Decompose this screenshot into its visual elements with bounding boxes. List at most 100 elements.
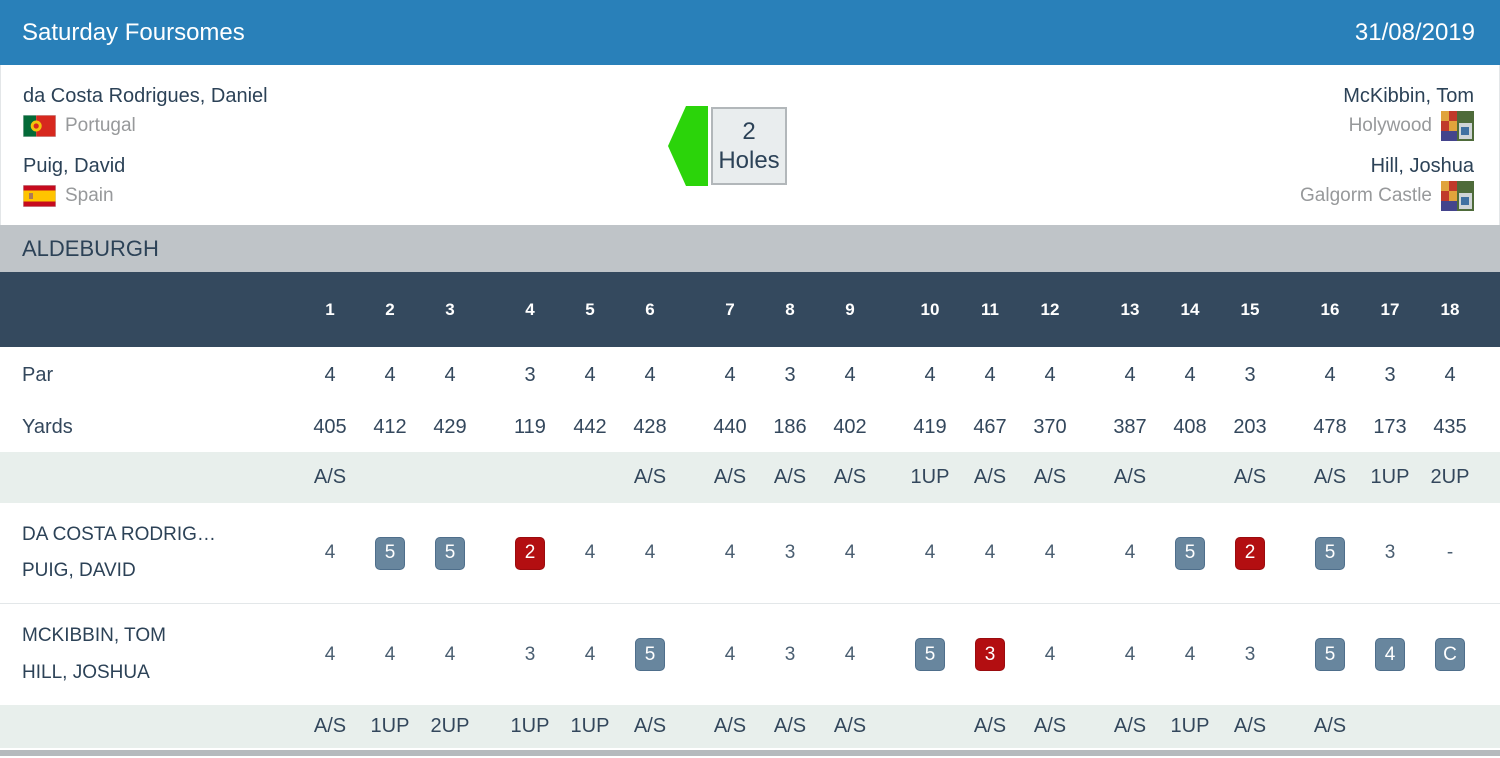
par-value: 3 [524,363,536,386]
match-status: A/S [633,466,667,488]
score-cell: 2 [500,503,560,603]
match-status [1160,452,1220,503]
hole-number: 10 [920,299,940,319]
par-value: 4 [644,363,656,386]
player-name: McKibbin, Tom [1343,85,1474,107]
score-value: 4 [384,643,396,665]
course-name: ALDEBURGH [22,235,159,261]
score-cell: 4 [1020,503,1080,603]
yards-value: 402 [833,416,867,438]
match-status: A/S [313,715,347,737]
holes-header-row: 1 2 3 4 5 6 7 8 9 10 11 12 13 14 15 16 17 18 [0,272,1500,347]
hole-number: 8 [785,299,795,319]
hole-number: 3 [445,299,455,319]
par-row: Par 4 4 4 3 4 4 4 3 4 4 4 4 4 4 3 4 3 4 [0,347,1500,403]
player-club: Holywood [1348,115,1432,136]
score-value: 3 [1384,542,1396,563]
score-value: 3 [784,643,796,665]
match-status: 1UP [510,715,550,737]
hole-number: 1 [325,299,335,319]
yards-value: 419 [913,416,947,438]
score-cell: 4 [300,604,360,705]
yards-value: 387 [1113,416,1147,438]
match-header: Saturday Foursomes 31/08/2019 [0,0,1500,65]
match-status: A/S [1033,466,1067,488]
score-cell: 4 [560,503,620,603]
player-block: da Costa Rodrigues, Daniel Portugal [23,83,583,140]
match-status [360,452,420,503]
match-status: A/S [1113,466,1147,488]
score-cell: 4 [1360,604,1420,705]
score-value: 4 [844,643,856,665]
score-cell: 5 [1160,503,1220,603]
match-status: 1UP [910,466,950,488]
player-club: Spain [65,185,114,206]
score-cell: 4 [960,503,1020,603]
score-cell: 4 [420,604,480,705]
par-value: 4 [724,363,736,386]
hole-number: 2 [385,299,395,319]
score-value: 4 [844,542,856,563]
score-cell: 4 [560,604,620,705]
yards-value: 429 [433,416,467,438]
hole-number: 12 [1040,299,1060,319]
result-arrow-left-icon [668,106,708,186]
blue-score-badge: 4 [1375,638,1405,671]
score-value: 4 [444,643,456,665]
score-cell: 5 [360,503,420,603]
match-status [900,705,960,748]
match-status: A/S [1033,715,1067,737]
blue-score-badge: 5 [635,638,665,671]
par-value: 3 [1384,363,1396,386]
hole-number: 7 [725,299,735,319]
par-label: Par [22,363,54,386]
player-name: Hill, Joshua [1370,155,1474,177]
team-player-name: DA COSTA RODRIG… [22,524,216,545]
hole-number: 14 [1180,299,1200,319]
match-status: A/S [833,715,867,737]
match-status [1360,705,1420,748]
hole-number: 4 [525,299,535,319]
hole-number: 9 [845,299,855,319]
blue-score-badge: 5 [915,638,945,671]
score-cell: 5 [900,604,960,705]
hole-number: 18 [1440,299,1460,319]
team-player-name: PUIG, DAVID [22,560,136,581]
player-name: da Costa Rodrigues, Daniel [23,85,268,107]
player-block: Puig, David Spain [23,153,583,210]
score-cell: 3 [1220,604,1280,705]
result-value: 2 [742,118,756,145]
hole-number: 5 [585,299,595,319]
player-club: Galgorm Castle [1300,185,1432,206]
score-cell: 3 [760,503,820,603]
score-value: 4 [724,542,736,563]
score-cell: 4 [700,604,760,705]
score-value: 4 [724,643,736,665]
score-cell: 3 [760,604,820,705]
match-status: 1UP [570,715,610,737]
score-cell: 4 [1100,503,1160,603]
yards-value: 412 [373,416,407,438]
par-value: 4 [924,363,936,386]
players-panel[interactable]: da Costa Rodrigues, Daniel Portugal Puig… [0,65,1500,225]
par-value: 4 [444,363,456,386]
score-cell: 4 [300,503,360,603]
par-value: 4 [384,363,396,386]
score-cell: 2 [1220,503,1280,603]
score-value: 4 [1044,542,1056,563]
match-result-indicator: 2 Holes [668,106,787,186]
match-status: A/S [713,466,747,488]
match-status: 2UP [430,715,470,737]
score-value: 4 [1124,643,1136,665]
par-value: 4 [324,363,336,386]
match-status: A/S [973,466,1007,488]
team1-names: DA COSTA RODRIG… PUIG, DAVID [0,503,300,603]
hole-number: 17 [1380,299,1400,319]
par-value: 4 [1444,363,1456,386]
par-value: 4 [1124,363,1136,386]
yards-value: 467 [973,416,1007,438]
match-status: A/S [1113,715,1147,737]
yards-value: 186 [773,416,807,438]
